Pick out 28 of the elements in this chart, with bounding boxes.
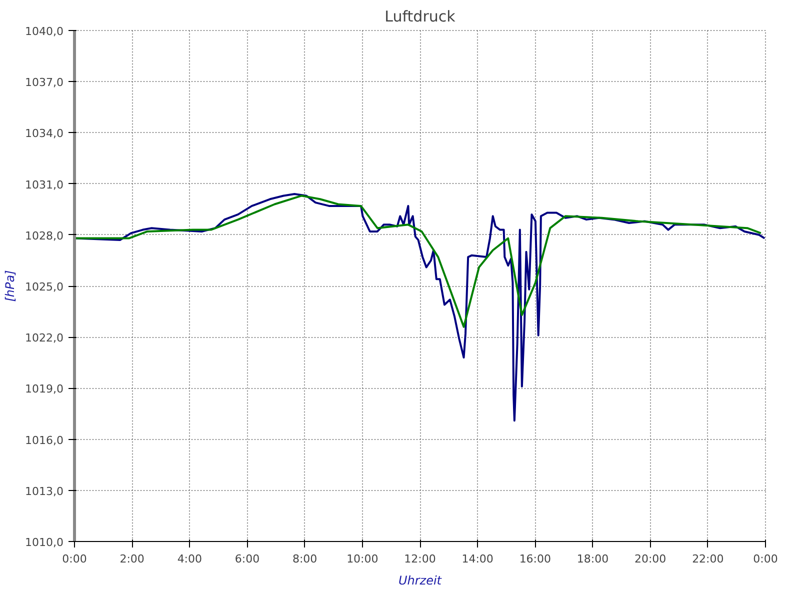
line-series	[74, 194, 762, 328]
y-axis-title: [hPa]	[3, 270, 18, 302]
y-tick-label: 1016,0	[25, 434, 64, 447]
y-tick-label: 1040,0	[25, 25, 64, 38]
x-tick-label: 0:00	[753, 552, 778, 566]
y-tick-label: 1010,0	[25, 536, 64, 549]
y-tick-label: 1025,0	[25, 280, 64, 294]
x-tick-label: 14:00	[462, 552, 494, 566]
x-tick-label: 4:00	[177, 552, 202, 566]
x-tick-label: 16:00	[519, 552, 552, 566]
y-tick-label: 1022,0	[25, 332, 64, 345]
y-tick-label: 1034,0	[25, 127, 64, 140]
y-tick-label: 1019,0	[25, 382, 64, 396]
x-tick-label: 22:00	[692, 552, 724, 566]
y-tick-label: 1037,0	[25, 76, 64, 90]
x-tick-label: 2:00	[120, 552, 144, 566]
x-tick-label: 18:00	[576, 552, 609, 566]
y-tick-label: 1028,0	[25, 229, 64, 242]
x-tick-label: 8:00	[292, 552, 318, 566]
y-tick-label: 1031,0	[25, 178, 64, 192]
x-tick-label: 6:00	[234, 552, 260, 566]
chart-title: Luftdruck	[384, 8, 456, 26]
x-tick-label: 20:00	[634, 552, 666, 566]
x-tick-label: 10:00	[346, 552, 378, 566]
y-tick-label: 1013,0	[25, 484, 64, 498]
x-axis-title: Uhrzeit	[398, 574, 443, 588]
x-tick-label: 0:00	[62, 552, 87, 566]
x-tick-label: 12:00	[404, 552, 436, 566]
